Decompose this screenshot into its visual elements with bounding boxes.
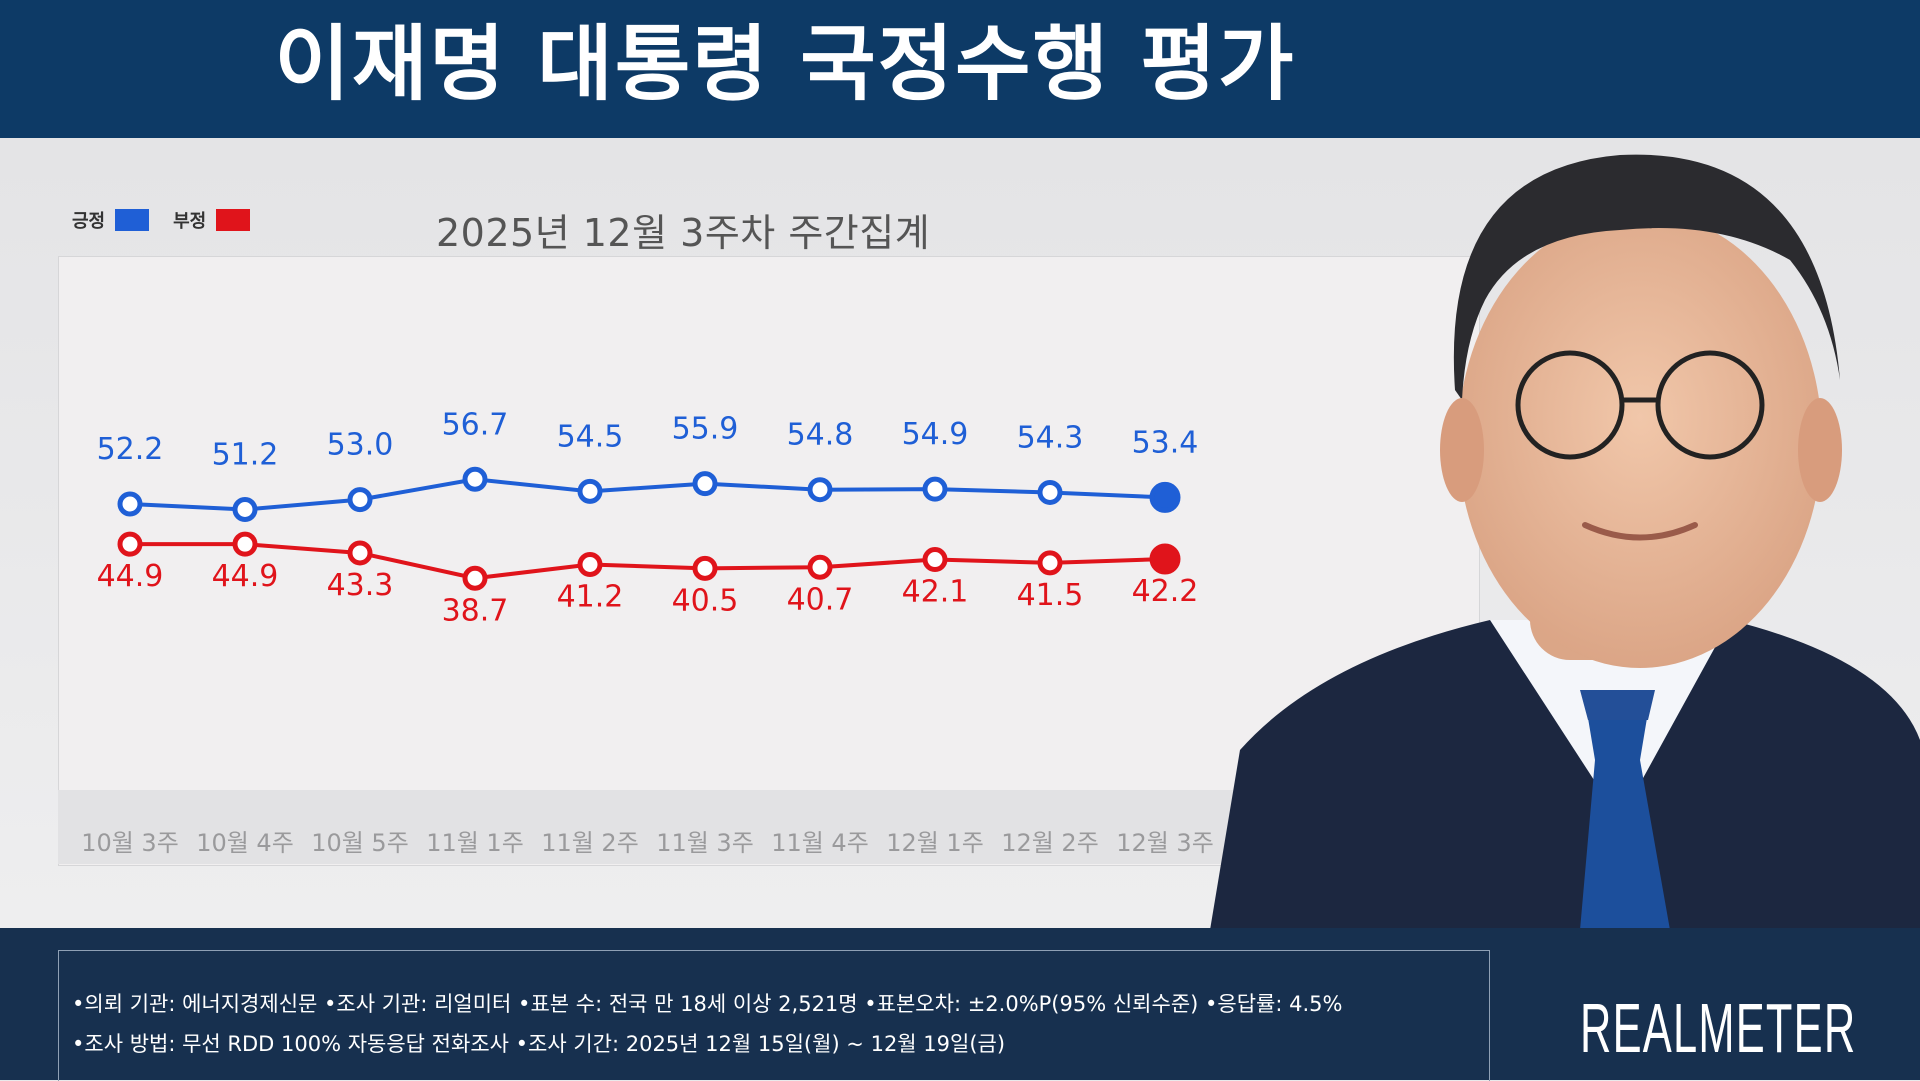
data-point <box>347 487 373 513</box>
data-label: 52.2 <box>97 432 164 467</box>
data-label: 54.3 <box>1017 420 1084 455</box>
page-title: 이재명 대통령 국정수행 평가 <box>274 17 1296 112</box>
series-line-positive <box>129 477 1166 512</box>
legend-label-negative: 부정 <box>173 211 207 232</box>
data-point <box>1037 550 1063 576</box>
data-label: 41.5 <box>1017 578 1084 613</box>
x-tick-label: 12월 3주 <box>1116 829 1214 857</box>
data-point <box>692 471 718 497</box>
data-point <box>1149 481 1181 513</box>
data-label: 55.9 <box>672 412 739 447</box>
data-label: 42.1 <box>902 575 969 610</box>
data-point <box>1037 479 1063 505</box>
legend-swatch-positive <box>115 209 150 231</box>
survey-info-line-1: •의뢰 기관: 에너지경제신문 •조사 기관: 리얼미터 •표본 수: 전국 만… <box>72 992 1343 1016</box>
chart-legend: 긍정 부정 <box>72 207 258 233</box>
data-point <box>462 565 488 591</box>
x-tick-label: 12월 1주 <box>886 829 984 857</box>
data-point <box>232 497 258 522</box>
president-portrait <box>1210 154 1920 930</box>
data-point <box>922 547 948 573</box>
survey-info-line-2: •조사 방법: 무선 RDD 100% 자동응답 전화조사 •조사 기간: 20… <box>72 1032 1006 1056</box>
data-label: 42.2 <box>1132 574 1199 609</box>
data-label: 53.4 <box>1132 425 1199 460</box>
data-label: 38.7 <box>442 593 509 628</box>
data-point <box>117 531 143 557</box>
footer-info-box <box>58 950 1490 1081</box>
data-point <box>807 554 833 580</box>
data-point <box>1149 543 1181 575</box>
data-label: 41.2 <box>557 580 624 615</box>
data-label: 56.7 <box>442 407 509 442</box>
data-point <box>347 540 373 566</box>
data-point <box>577 552 603 577</box>
realmeter-logo: REALMETER <box>1580 989 1857 1067</box>
data-label: 43.3 <box>327 568 394 603</box>
data-label: 54.9 <box>902 417 969 452</box>
data-label: 51.2 <box>212 438 279 473</box>
data-label: 44.9 <box>212 559 279 594</box>
data-point <box>117 491 143 517</box>
data-label: 40.5 <box>672 583 739 618</box>
x-tick-label: 11월 4주 <box>771 829 869 857</box>
chart-subtitle: 2025년 12월 3주차 주간집계 <box>436 211 931 255</box>
footer-bar <box>0 928 1920 1080</box>
header-bar <box>0 0 1920 138</box>
x-tick-label: 10월 5주 <box>311 829 409 857</box>
data-point <box>692 555 718 581</box>
data-label: 53.0 <box>327 428 394 463</box>
x-tick-label: 10월 3주 <box>81 829 179 857</box>
x-tick-label: 10월 4주 <box>196 829 294 857</box>
data-label: 54.8 <box>787 418 854 453</box>
data-label: 40.7 <box>787 582 854 617</box>
x-tick-label: 12월 2주 <box>1001 829 1099 857</box>
data-label: 54.5 <box>557 419 624 454</box>
data-point <box>232 531 258 557</box>
x-tick-label: 11월 3주 <box>656 829 754 857</box>
x-tick-label: 11월 1주 <box>426 829 524 857</box>
series-line-negative <box>130 542 1166 581</box>
legend-swatch-negative <box>216 209 251 231</box>
data-point <box>922 476 948 502</box>
data-point <box>577 478 603 504</box>
data-label: 44.9 <box>97 559 164 594</box>
legend-label-positive: 긍정 <box>72 211 106 232</box>
data-point <box>807 477 833 503</box>
data-point <box>462 466 488 492</box>
x-tick-label: 11월 2주 <box>541 829 639 857</box>
